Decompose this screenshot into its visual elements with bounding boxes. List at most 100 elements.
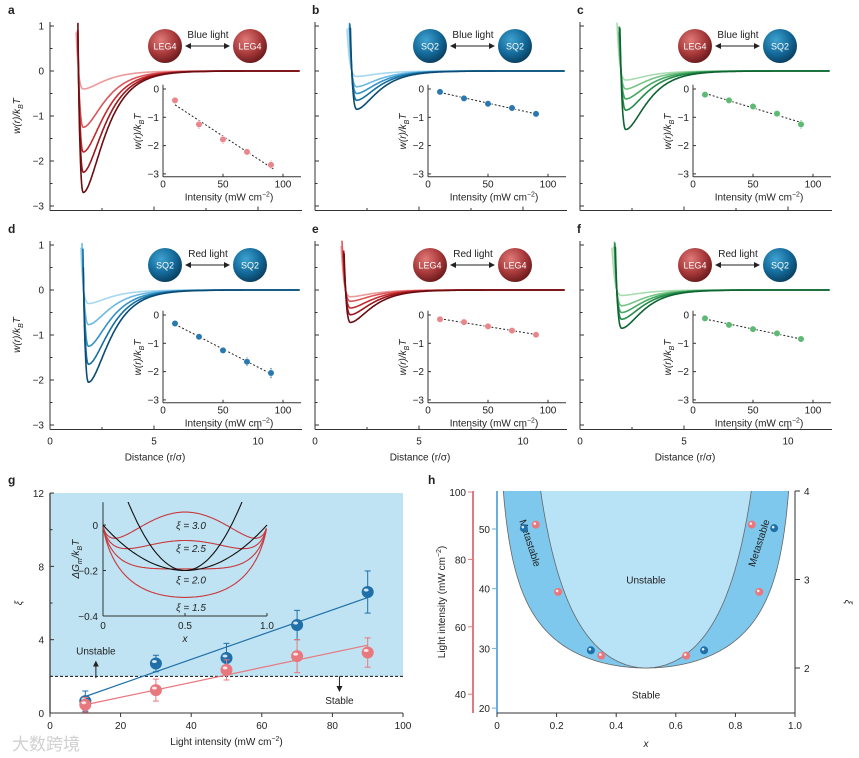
data-point: [701, 91, 709, 99]
label-pre: w(r)/k: [133, 123, 144, 149]
inset-y-tick-label: 0: [418, 85, 424, 96]
inset-y-tick-label: −3: [148, 395, 160, 406]
inset-x-tick-label: 0: [160, 406, 166, 417]
label-post: ): [437, 546, 448, 549]
y-tick-label: 4: [38, 636, 44, 647]
inset-x-axis-label: Intensity (mW cm−2): [185, 418, 274, 430]
data-point: [484, 100, 492, 108]
inset-y-axis-label: w(r)/kBT: [663, 113, 676, 150]
red-axis-tick-label: 100: [449, 488, 466, 499]
label-pre: w(r)/k: [398, 349, 409, 375]
inset-y-tick-label: −1: [413, 113, 425, 124]
data-point: [749, 102, 757, 111]
inset-y-axis-label: w(r)/kBT: [398, 113, 411, 150]
inset-x-tick-label: 50: [747, 406, 759, 417]
y-tick-label: 1: [38, 241, 44, 252]
label-post: T: [12, 97, 23, 104]
inset-y-axis-label: w(r)/kBT: [133, 339, 146, 376]
x-tick-label: 0: [494, 721, 500, 732]
light-label: Red light: [718, 249, 758, 260]
data-point: [195, 333, 203, 341]
data-point-blue: [149, 657, 162, 670]
data-point-red: [149, 684, 162, 697]
inset-background: [693, 309, 833, 403]
data-point: [725, 321, 733, 329]
data-point: [267, 161, 275, 169]
label-pre: Intensity (mW cm: [185, 419, 262, 430]
light-label: Red light: [188, 249, 228, 260]
panel-label: b: [312, 3, 319, 17]
data-point-blue: [361, 586, 374, 599]
particle-label: LEG4: [503, 261, 526, 271]
stable-label: Stable: [632, 691, 661, 702]
inset-x-axis-label: Intensity (mW cm−2): [185, 192, 274, 204]
label-sub: B: [669, 119, 676, 124]
particle-sphere: [678, 29, 712, 63]
inset-x-tick-label: 0: [100, 621, 106, 632]
inset-background: [428, 83, 568, 177]
label-pre: w(r)/k: [12, 327, 23, 353]
particle-sphere: [498, 29, 532, 63]
inset-x-tick-label: 50: [217, 180, 229, 191]
phase-point-red: [531, 520, 540, 529]
label-post: T: [12, 316, 23, 323]
unstable-label: Unstable: [626, 576, 666, 587]
highlight: [771, 525, 775, 529]
x-tick-label: 0.6: [669, 721, 683, 732]
label-sup: −2: [527, 192, 535, 199]
phase-point-blue: [700, 646, 709, 655]
panel-label: d: [8, 222, 15, 236]
highlight: [756, 589, 760, 593]
unstable-label: Unstable: [76, 646, 116, 657]
label-sup: −2: [436, 549, 443, 557]
particle-label: SQ2: [421, 42, 439, 52]
phase-point-blue: [519, 524, 528, 533]
inset-y-axis-label: w(r)/kBT: [663, 339, 676, 376]
particle-label: LEG4: [683, 42, 706, 52]
data-point-red: [361, 646, 374, 659]
x-axis-label: Light intensity (mW cm−2): [170, 736, 282, 748]
panel-label: f: [577, 222, 582, 236]
label-post: T: [398, 339, 409, 346]
data-point-red: [220, 663, 233, 676]
label-post: /k: [71, 549, 82, 559]
label-post: T: [398, 113, 409, 120]
highlight: [683, 653, 687, 656]
inset-y-tick-label: −1: [148, 339, 160, 350]
highlight: [555, 589, 559, 593]
data-point: [243, 148, 251, 156]
data-point: [484, 322, 492, 330]
inset-y-tick-label: −2: [148, 367, 160, 378]
inset-background: [428, 309, 568, 403]
x-tick-label: 1.0: [788, 721, 802, 732]
red-axis-tick-label: 80: [455, 555, 467, 566]
y-tick-label: 12: [33, 489, 45, 500]
data-point: [219, 135, 227, 143]
data-point-blue: [291, 619, 304, 632]
label-pre: Intensity (mW cm: [450, 193, 527, 204]
fit-line: [704, 318, 804, 340]
label-sup: −2: [262, 418, 270, 425]
data-point: [436, 88, 444, 96]
label-sub: B: [139, 345, 146, 350]
phase-point-red: [682, 651, 691, 660]
inset-x-tick-label: 0: [690, 180, 696, 191]
x-axis-label: Distance (r/σ): [390, 453, 451, 464]
inset-y-tick-label: 0: [418, 311, 424, 322]
particle-sphere: [148, 29, 182, 63]
x-axis-label: Distance (r/σ): [655, 453, 716, 464]
y-tick-label: 0: [38, 709, 44, 720]
inset-y-tick-label: −2: [413, 141, 425, 152]
label-sub: B: [139, 119, 146, 124]
inset-background: [693, 83, 833, 177]
label-sup: −2: [792, 418, 800, 425]
data-point: [267, 369, 275, 377]
inset-x-axis-label: Intensity (mW cm−2): [450, 192, 539, 204]
panel-label: h: [428, 473, 435, 487]
fit-line: [174, 104, 274, 170]
